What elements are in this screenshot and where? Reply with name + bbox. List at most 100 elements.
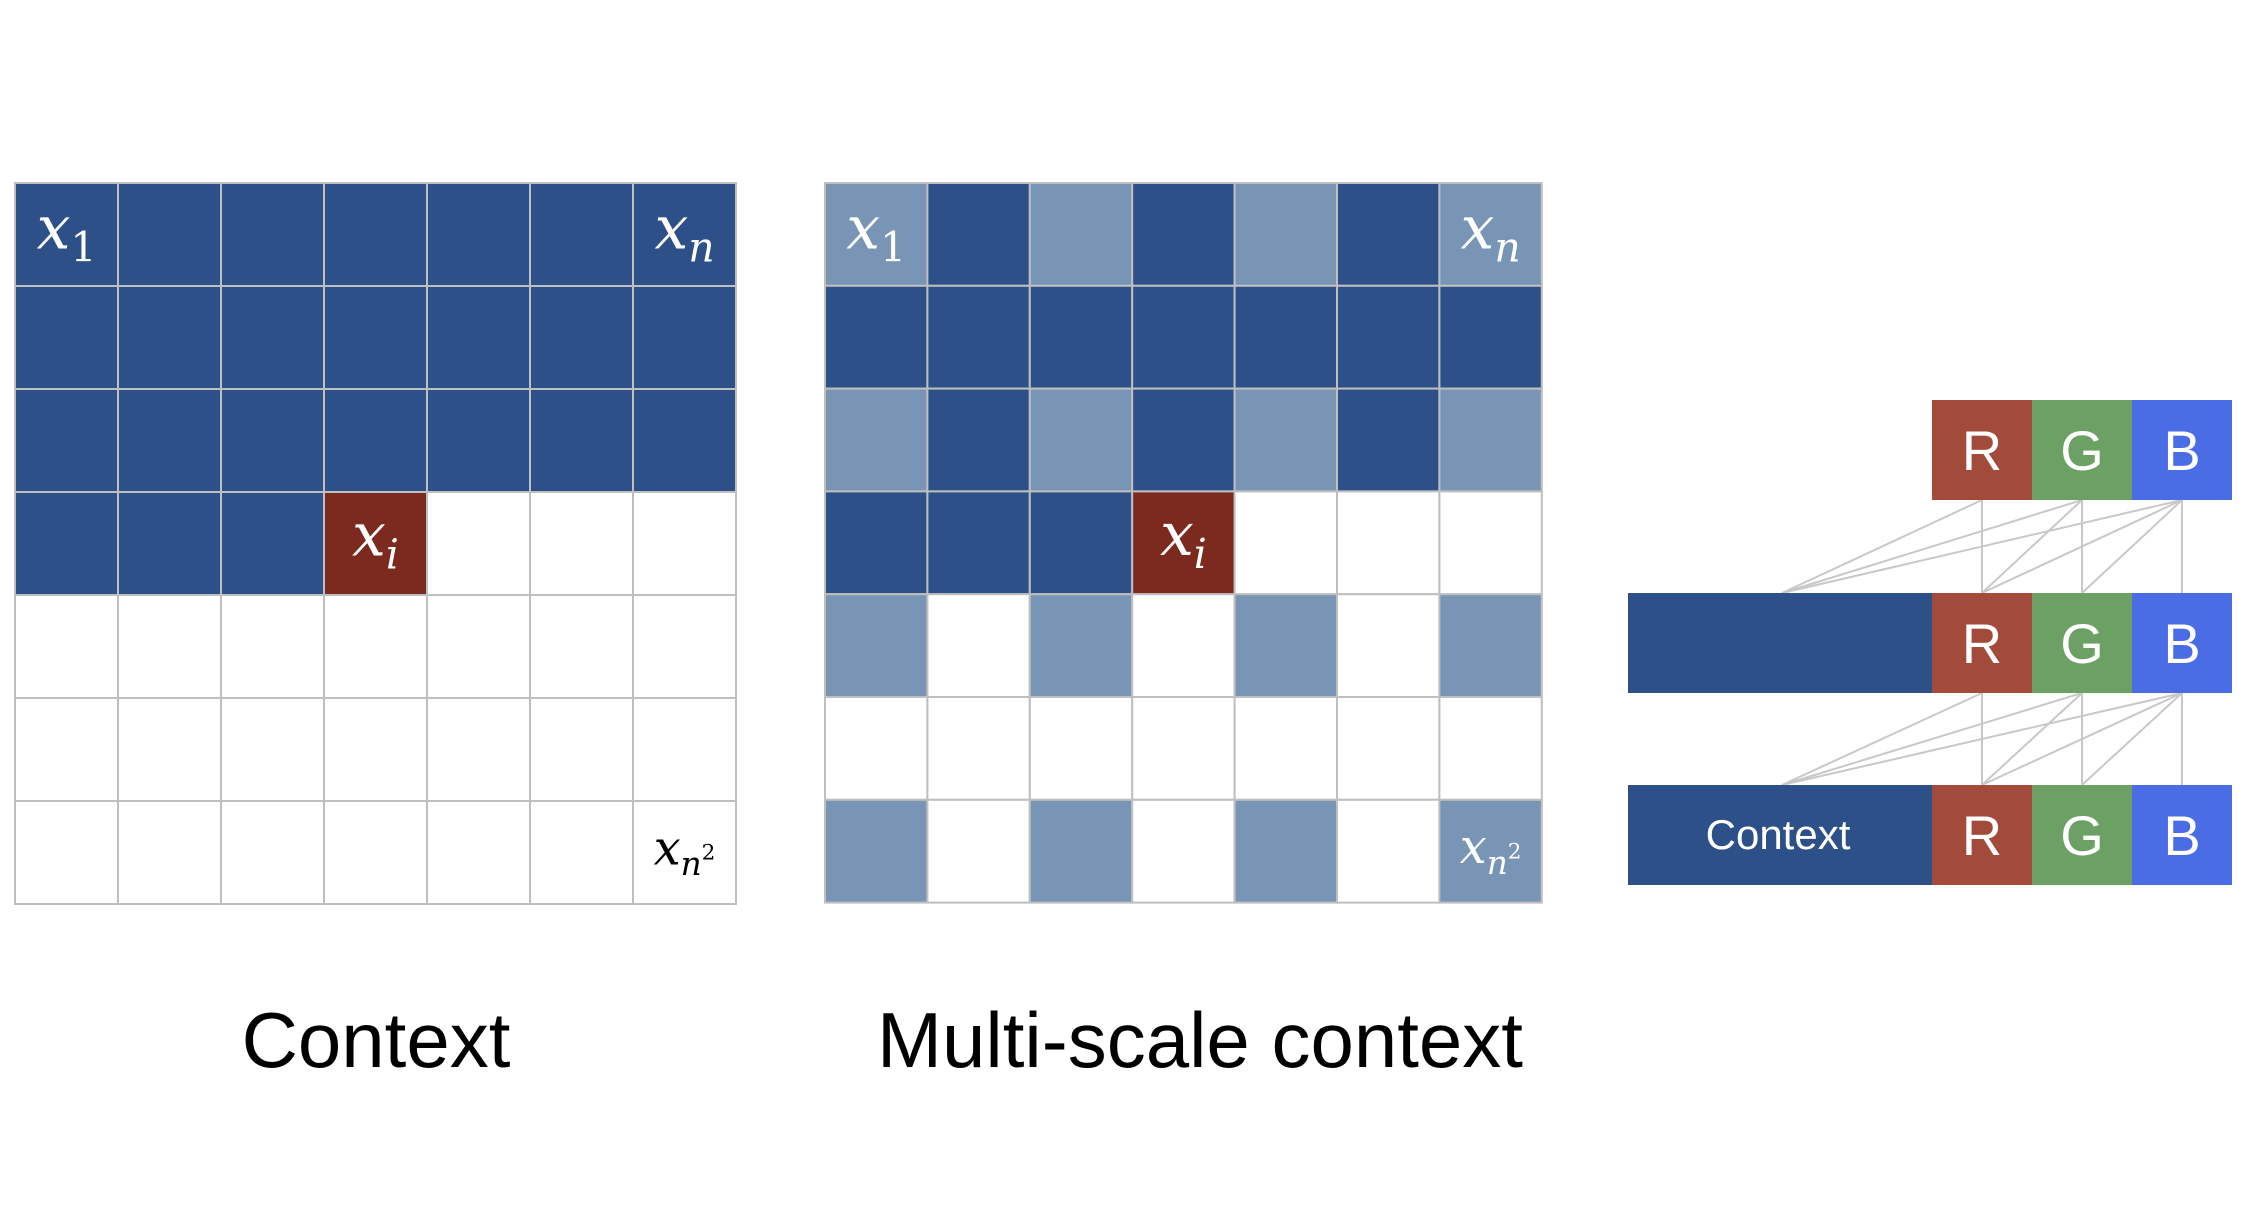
multiscale-cell-r4-c5 xyxy=(1336,593,1441,699)
context-cell-r0-c0 xyxy=(14,182,119,287)
multiscale-label-xn: xn xyxy=(1461,193,1521,271)
context-cell-r6-c5 xyxy=(529,800,634,905)
channel-label-g: G xyxy=(2060,612,2104,675)
channel-box-r xyxy=(1932,593,2032,693)
context-bar-unlabeled xyxy=(1628,593,1932,693)
channel-label-g: G xyxy=(2060,804,2104,867)
context-grid: x1 xn xi xn2 xyxy=(14,182,737,905)
context-label-x1: x1 xyxy=(37,194,97,272)
multiscale-context-caption: Multi-scale context xyxy=(877,996,1523,1084)
context-cell-r0-c3 xyxy=(323,182,428,287)
multiscale-cell-r4-c3 xyxy=(1131,593,1236,699)
channel-box-b xyxy=(2132,400,2232,500)
multiscale-cell-r4-c4 xyxy=(1233,593,1338,699)
context-cell-r4-c0 xyxy=(14,594,119,699)
multiscale-cell-r1-c3 xyxy=(1131,284,1236,390)
multiscale-cell-r5-c0 xyxy=(824,696,929,801)
context-cell-r1-c2 xyxy=(220,285,325,390)
context-cell-r6-c2 xyxy=(220,800,325,905)
multiscale-cell-r5-c2 xyxy=(1028,696,1134,801)
connector-line xyxy=(1981,692,2183,786)
channel-box-g xyxy=(2032,785,2132,885)
channel-label-b: B xyxy=(2163,612,2200,675)
multiscale-cell-r2-c0 xyxy=(824,387,929,493)
multiscale-cell-r0-c1 xyxy=(926,182,1031,287)
context-cell-r6-c1 xyxy=(117,800,222,905)
multiscale-cell-r0-c5 xyxy=(1336,182,1441,287)
context-cell-r1-c0 xyxy=(14,285,119,390)
context-cell-r5-c3 xyxy=(323,697,428,802)
multiscale-cell-r4-c0 xyxy=(824,593,929,699)
context-cell-r2-c4 xyxy=(426,388,531,493)
context-cell-r3-c2 xyxy=(220,491,325,596)
context-cell-r5-c4 xyxy=(426,697,531,802)
connector-line xyxy=(1981,499,2183,594)
multiscale-cell-r3-c1 xyxy=(926,490,1031,596)
context-cell-r1-c3 xyxy=(323,285,428,390)
channel-label-b: B xyxy=(2163,804,2200,867)
connector-line xyxy=(1781,692,2083,786)
multiscale-cell-r5-c3 xyxy=(1131,696,1236,801)
multiscale-cell-r5-c5 xyxy=(1336,696,1441,801)
context-caption: Context xyxy=(241,996,511,1084)
multiscale-cell-r3-c5 xyxy=(1336,490,1441,596)
connector-line xyxy=(1981,499,2083,594)
multiscale-cell-r1-c1 xyxy=(926,284,1031,390)
context-cell-r5-c2 xyxy=(220,697,325,802)
multiscale-cell-r6-c1 xyxy=(926,798,1031,904)
context-cell-r3-c6 xyxy=(632,491,737,596)
context-cell-r2-c2 xyxy=(220,388,325,493)
multiscale-cell-r1-c0 xyxy=(824,284,929,390)
connector-line xyxy=(1781,499,2183,594)
multiscale-cell-r0-c3 xyxy=(1131,182,1236,287)
multiscale-cell-r0-c0 xyxy=(824,182,929,287)
multiscale-cell-r6-c3 xyxy=(1131,798,1236,904)
multiscale-cell-r1-c2 xyxy=(1028,284,1134,390)
context-cell-r2-c3 xyxy=(323,388,428,493)
multiscale-cell-r5-c4 xyxy=(1233,696,1338,801)
multiscale-cell-r6-c0 xyxy=(824,798,929,904)
context-cell-r4-c2 xyxy=(220,594,325,699)
channel-connectors xyxy=(1781,499,2183,786)
multiscale-cell-r3-c6 xyxy=(1438,490,1543,596)
connector-line xyxy=(1781,692,1983,786)
channel-label-r: R xyxy=(1962,804,2002,867)
multiscale-cell-r6-c6 xyxy=(1438,798,1543,904)
multiscale-cell-r6-c5 xyxy=(1336,798,1441,904)
context-cell-r3-c4 xyxy=(426,491,531,596)
context-cell-r4-c1 xyxy=(117,594,222,699)
channel-box-g xyxy=(2032,593,2132,693)
multiscale-cell-r0-c6 xyxy=(1438,182,1543,287)
context-cell-r2-c1 xyxy=(117,388,222,493)
context-cell-r1-c6 xyxy=(632,285,737,390)
channel-box-r xyxy=(1932,785,2032,885)
context-cell-r4-c4 xyxy=(426,594,531,699)
channel-label-r: R xyxy=(1962,612,2002,675)
multiscale-cell-r3-c2 xyxy=(1028,490,1134,596)
channel-box-r xyxy=(1932,400,2032,500)
context-cell-r0-c2 xyxy=(220,182,325,287)
context-label-xi: xi xyxy=(352,501,399,579)
connector-line xyxy=(2081,499,2183,594)
context-label-xn2: xn2 xyxy=(654,821,716,884)
connector-line xyxy=(1781,499,1983,594)
multiscale-cell-r5-c6 xyxy=(1438,696,1543,801)
multiscale-cell-r1-c6 xyxy=(1438,284,1543,390)
context-cell-r5-c1 xyxy=(117,697,222,802)
context-cell-r1-c1 xyxy=(117,285,222,390)
context-cell-r6-c4 xyxy=(426,800,531,905)
context-cell-r6-c3 xyxy=(323,800,428,905)
context-cell-r3-c3 xyxy=(323,491,428,596)
context-cell-r0-c1 xyxy=(117,182,222,287)
multiscale-cell-r4-c2 xyxy=(1028,593,1134,699)
multiscale-cell-r3-c0 xyxy=(824,490,929,596)
multiscale-cell-r2-c2 xyxy=(1028,387,1134,493)
context-cell-r2-c6 xyxy=(632,388,737,493)
context-cell-r4-c5 xyxy=(529,594,634,699)
connector-line xyxy=(1781,692,2183,786)
channel-box-b xyxy=(2132,593,2232,693)
multiscale-cell-r5-c1 xyxy=(926,696,1031,801)
context-cell-r3-c5 xyxy=(529,491,634,596)
multiscale-cell-r4-c1 xyxy=(926,593,1031,699)
